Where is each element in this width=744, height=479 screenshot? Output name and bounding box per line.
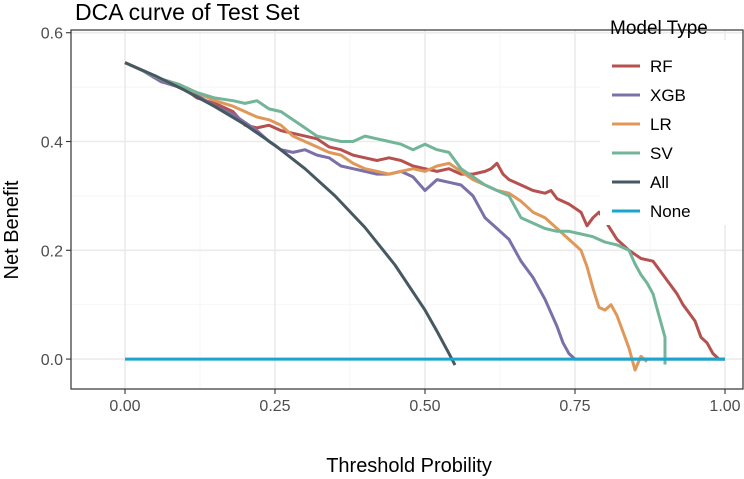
y-tick-label: 0.4 bbox=[41, 135, 63, 152]
legend: Model Type RF XGB LR SV All None bbox=[600, 18, 742, 225]
x-tick-label: 0.00 bbox=[109, 398, 140, 415]
chart-title: DCA curve of Test Set bbox=[75, 0, 300, 25]
series-line-rf bbox=[124, 61, 725, 361]
legend-title: Model Type bbox=[610, 18, 708, 39]
series-line-all bbox=[124, 61, 457, 366]
x-tick-label: 0.25 bbox=[259, 398, 290, 415]
series-lines bbox=[124, 61, 725, 372]
series-line-xgb bbox=[124, 61, 725, 361]
series-line-lr bbox=[124, 61, 649, 372]
x-tick-label: 0.50 bbox=[409, 398, 440, 415]
y-tick-label: 0.2 bbox=[41, 243, 63, 260]
series-line-sv bbox=[124, 61, 667, 365]
legend-items: RF XGB LR SV All None bbox=[612, 57, 691, 221]
legend-label-all: All bbox=[650, 173, 669, 192]
x-axis-ticks: 0.00 0.25 0.50 0.75 1.00 bbox=[109, 389, 741, 415]
legend-label-xgb: XGB bbox=[650, 86, 686, 105]
plot-border bbox=[70, 29, 744, 390]
legend-label-none: None bbox=[650, 202, 691, 221]
legend-label-lr: LR bbox=[650, 115, 672, 134]
x-axis-title: Threshold Probility bbox=[326, 455, 492, 477]
legend-label-sv: SV bbox=[650, 144, 673, 163]
x-tick-label: 0.75 bbox=[559, 398, 590, 415]
y-tick-label: 0.6 bbox=[41, 26, 63, 43]
y-axis-ticks: 0.0 0.2 0.4 0.6 bbox=[41, 26, 71, 369]
legend-background bbox=[600, 40, 742, 225]
x-tick-label: 1.00 bbox=[709, 398, 740, 415]
y-axis-title: Net Benefit bbox=[1, 180, 23, 279]
y-tick-label: 0.0 bbox=[41, 352, 63, 369]
legend-label-rf: RF bbox=[650, 57, 673, 76]
